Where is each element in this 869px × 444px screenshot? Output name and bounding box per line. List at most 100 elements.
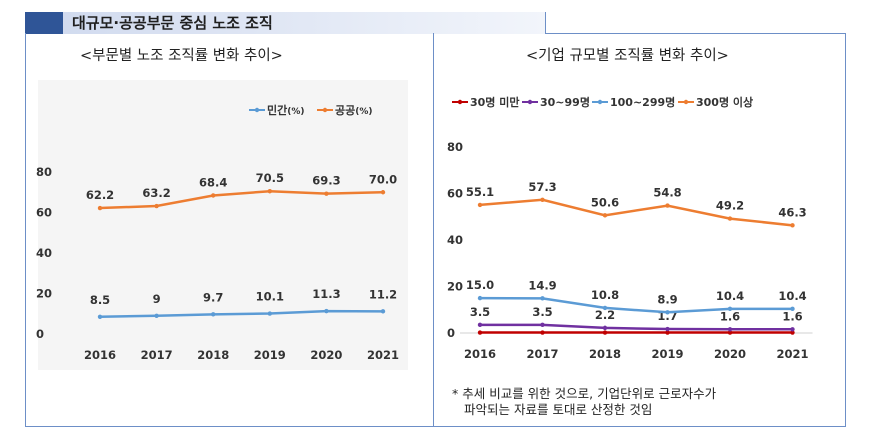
left-chart-title: <부문별 노조 조직률 변화 추이> — [80, 48, 283, 64]
series-line — [480, 323, 793, 331]
data-label: 10.4 — [778, 289, 806, 303]
data-label: 69.3 — [312, 174, 340, 188]
data-label: 70.5 — [256, 171, 284, 185]
series-line — [479, 296, 793, 314]
data-label: 11.2 — [369, 287, 397, 301]
data-label: 50.6 — [591, 195, 619, 209]
data-point — [211, 193, 216, 198]
legend-unit: (%) — [287, 107, 304, 117]
header-bar — [25, 12, 545, 34]
x-tick-label: 2019 — [254, 348, 286, 362]
data-label: 70.0 — [369, 172, 397, 186]
data-point — [790, 223, 795, 228]
data-point — [324, 191, 329, 196]
legend-label: 공공(%) — [335, 104, 373, 117]
data-point — [154, 203, 159, 209]
x-tick-label: 2021 — [367, 348, 399, 362]
data-point — [727, 306, 733, 312]
legend-label: 100~299명 — [610, 95, 675, 109]
right-chart-title: <기업 규모별 조직률 변화 추이> — [526, 48, 729, 64]
legend-marker — [683, 99, 689, 105]
data-point — [790, 330, 795, 335]
y-tick-label: 0 — [36, 327, 44, 341]
data-label: 10.1 — [256, 290, 284, 304]
data-point — [540, 330, 545, 335]
data-point — [665, 310, 670, 315]
series-line — [479, 198, 793, 227]
x-tick-label: 2016 — [84, 348, 116, 362]
footnote: * 추세 비교를 위한 것으로, 기업단위로 근로자수가 파악되는 자료를 토대… — [452, 386, 716, 418]
data-point — [665, 330, 670, 335]
legend-label: 민간(%) — [267, 103, 305, 117]
x-tick-label: 2018 — [589, 347, 621, 361]
legend-label: 300명 이상 — [696, 95, 753, 109]
y-tick-label: 60 — [36, 206, 52, 220]
x-tick-label: 2020 — [310, 348, 342, 362]
x-tick-label: 2021 — [776, 347, 808, 361]
data-point — [602, 325, 608, 331]
legend-marker — [527, 99, 533, 105]
data-label: 49.2 — [716, 199, 744, 213]
y-tick-label: 60 — [447, 187, 463, 201]
y-tick-label: 40 — [36, 246, 52, 260]
data-point — [602, 213, 608, 218]
data-point — [540, 296, 545, 301]
left-chart: 0 20 40 60 80 2016 2017 2018 2019 2020 2021 8.5 9 9.7… — [36, 103, 399, 362]
data-point — [727, 327, 733, 332]
header-accent-block — [25, 12, 63, 34]
data-point — [97, 205, 103, 211]
data-label: 8.5 — [90, 293, 110, 307]
data-point — [97, 314, 103, 319]
legend-marker — [457, 99, 463, 105]
series-line — [99, 189, 384, 210]
data-point — [602, 305, 608, 311]
data-point — [727, 216, 733, 221]
legend-marker — [597, 99, 603, 105]
data-point — [267, 311, 272, 316]
data-point — [477, 202, 483, 208]
data-point — [477, 322, 483, 328]
data-point — [727, 330, 733, 335]
data-point — [540, 322, 545, 328]
frame-top-border — [545, 33, 846, 34]
data-label: 15.0 — [466, 278, 494, 292]
data-label: 3.5 — [532, 305, 552, 319]
legend-marker — [254, 107, 260, 113]
x-tick-label: 2017 — [526, 347, 558, 361]
data-label: 54.8 — [653, 186, 681, 200]
footnote-line-2: 파악되는 자료를 토대로 산정한 것임 — [464, 402, 653, 417]
data-label: 1.6 — [720, 309, 740, 323]
y-tick-label: 40 — [447, 233, 463, 247]
data-label: 14.9 — [528, 278, 556, 292]
left-plot-background — [38, 80, 408, 370]
data-point — [477, 330, 483, 335]
data-label: 11.3 — [312, 287, 340, 301]
panel-divider — [433, 33, 434, 427]
x-tick-label: 2018 — [197, 348, 229, 362]
data-point — [477, 295, 483, 301]
data-point — [540, 197, 545, 202]
content-frame — [25, 33, 846, 427]
x-tick-label: 2017 — [141, 348, 173, 362]
data-point — [790, 327, 795, 332]
data-label: 8.9 — [657, 292, 677, 306]
data-label: 10.8 — [591, 288, 619, 302]
legend-label: 30~99명 — [540, 95, 590, 109]
data-point — [154, 313, 159, 318]
legend-label: 30명 미만 — [470, 95, 520, 109]
footnote-line-1: * 추세 비교를 위한 것으로, 기업단위로 근로자수가 — [452, 386, 717, 401]
data-point — [267, 189, 272, 194]
data-point — [380, 309, 386, 314]
data-label: 55.1 — [466, 185, 494, 199]
y-tick-label: 0 — [447, 326, 455, 340]
data-point — [790, 306, 795, 312]
data-label: 57.3 — [528, 180, 556, 194]
data-label: 2.2 — [595, 308, 615, 322]
data-point — [665, 203, 670, 208]
x-tick-label: 2016 — [464, 347, 496, 361]
data-point — [380, 190, 386, 195]
legend-unit: (%) — [355, 107, 372, 117]
data-label: 3.5 — [470, 305, 490, 319]
data-point — [211, 312, 216, 317]
x-tick-label: 2019 — [651, 347, 683, 361]
